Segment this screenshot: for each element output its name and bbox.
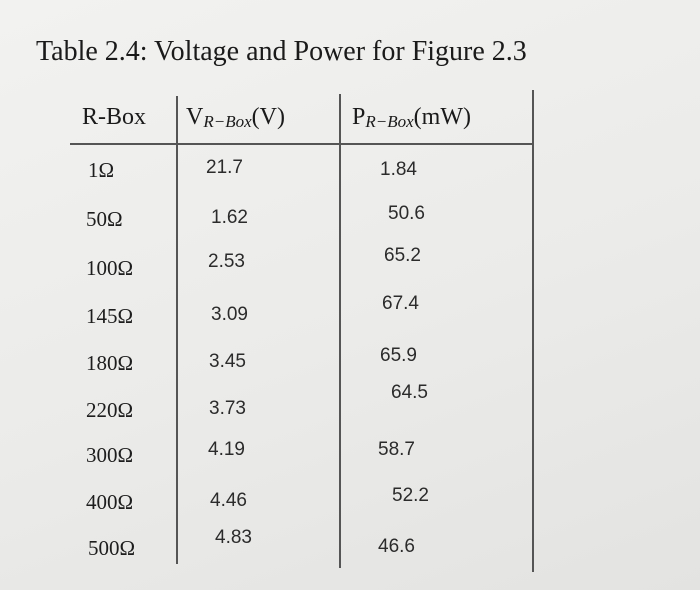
column-divider-2 <box>339 94 341 568</box>
power-cell: 67.4 <box>382 293 419 314</box>
resistance-cell: 300Ω <box>86 443 134 467</box>
header-power: PR−Box(mW) <box>352 104 471 131</box>
header-power-symbol: P <box>352 104 366 130</box>
power-cell: 64.5 <box>391 382 428 403</box>
header-voltage-symbol: V <box>186 104 204 130</box>
voltage-cell: 1.62 <box>211 207 248 228</box>
power-cell: 1.84 <box>380 159 417 180</box>
voltage-cell: 2.53 <box>208 251 245 272</box>
resistance-cell: 180Ω <box>86 351 134 375</box>
voltage-cell: 21.7 <box>206 157 243 178</box>
voltage-cell: 3.09 <box>211 304 248 325</box>
power-cell: 46.6 <box>378 536 415 557</box>
header-power-unit: (mW) <box>413 104 471 130</box>
column-divider-3 <box>532 90 534 572</box>
power-cell: 50.6 <box>388 203 425 224</box>
voltage-cell: 4.83 <box>215 527 252 548</box>
power-cell: 65.2 <box>384 245 421 266</box>
table-title: Table 2.4: Voltage and Power for Figure … <box>36 36 527 67</box>
resistance-cell: 1Ω <box>88 158 115 182</box>
resistance-cell: 500Ω <box>88 536 136 560</box>
header-rbox: R-Box <box>82 104 147 130</box>
power-cell: 58.7 <box>378 439 415 460</box>
power-cell: 52.2 <box>392 485 429 506</box>
voltage-cell: 4.19 <box>208 439 245 460</box>
header-voltage: VR−Box(V) <box>186 104 285 131</box>
header-rule <box>70 143 532 145</box>
power-cell: 65.9 <box>380 345 417 366</box>
header-voltage-unit: (V) <box>251 104 285 130</box>
resistance-cell: 220Ω <box>86 398 134 422</box>
resistance-cell: 50Ω <box>86 207 123 231</box>
resistance-cell: 145Ω <box>86 304 134 328</box>
voltage-cell: 3.45 <box>209 351 246 372</box>
header-voltage-subscript: R−Box <box>203 112 252 131</box>
voltage-cell: 4.46 <box>210 490 247 511</box>
resistance-cell: 100Ω <box>86 256 134 280</box>
header-power-subscript: R−Box <box>365 112 414 131</box>
voltage-cell: 3.73 <box>209 398 246 419</box>
column-divider-1 <box>176 96 178 564</box>
resistance-cell: 400Ω <box>86 490 134 514</box>
